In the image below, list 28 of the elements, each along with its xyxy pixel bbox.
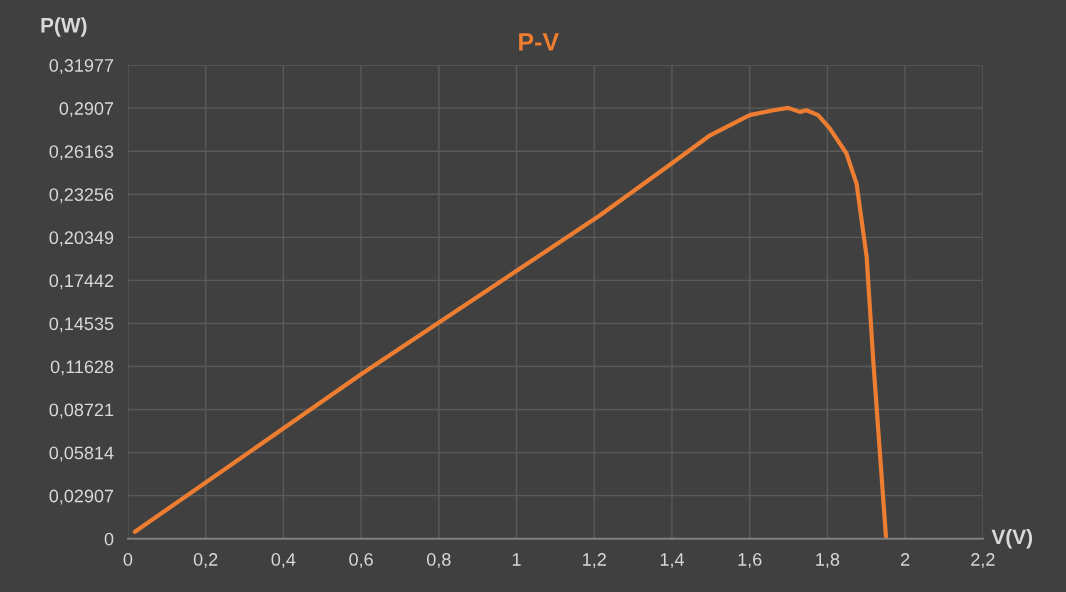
y-tick-label: 0,2907 [59,102,114,118]
line-series [132,105,889,539]
y-tick-label: 0,20349 [49,231,114,247]
y-tick-label: 0,05814 [49,446,114,462]
y-tick-label: 0,17442 [49,274,114,290]
x-tick-label: 1 [512,553,521,566]
y-tick-label: 0,23256 [49,188,114,204]
y-tick-label: 0,02907 [49,489,114,505]
y-tick-label: 0,08721 [49,403,114,419]
x-tick-label: 2,2 [971,553,995,568]
x-tick-label: 1,4 [660,553,684,568]
x-tick-label: 0,8 [426,553,451,568]
y-axis-title: P(W) [41,17,87,37]
x-tick-label: 1,8 [816,553,840,568]
y-tick-label: 0 [104,532,114,546]
chart-title: P-V [519,33,559,51]
y-tick-label: 0,31977 [49,59,114,74]
y-tick-label: 0,11628 [50,360,114,376]
x-tick-label: 0 [123,553,133,566]
x-tick-label: 0,2 [193,553,218,568]
x-tick-label: 0,4 [271,553,296,568]
x-tick-label: 1,2 [583,553,606,568]
x-tick-label: 1,6 [738,553,762,568]
x-axis-title: V(V) [991,529,1033,549]
x-tick-label: 0,6 [349,553,373,568]
y-tick-label: 0,14535 [49,317,114,333]
y-tick-label: 0,26163 [49,145,114,161]
x-tick-label: 2 [901,553,910,566]
